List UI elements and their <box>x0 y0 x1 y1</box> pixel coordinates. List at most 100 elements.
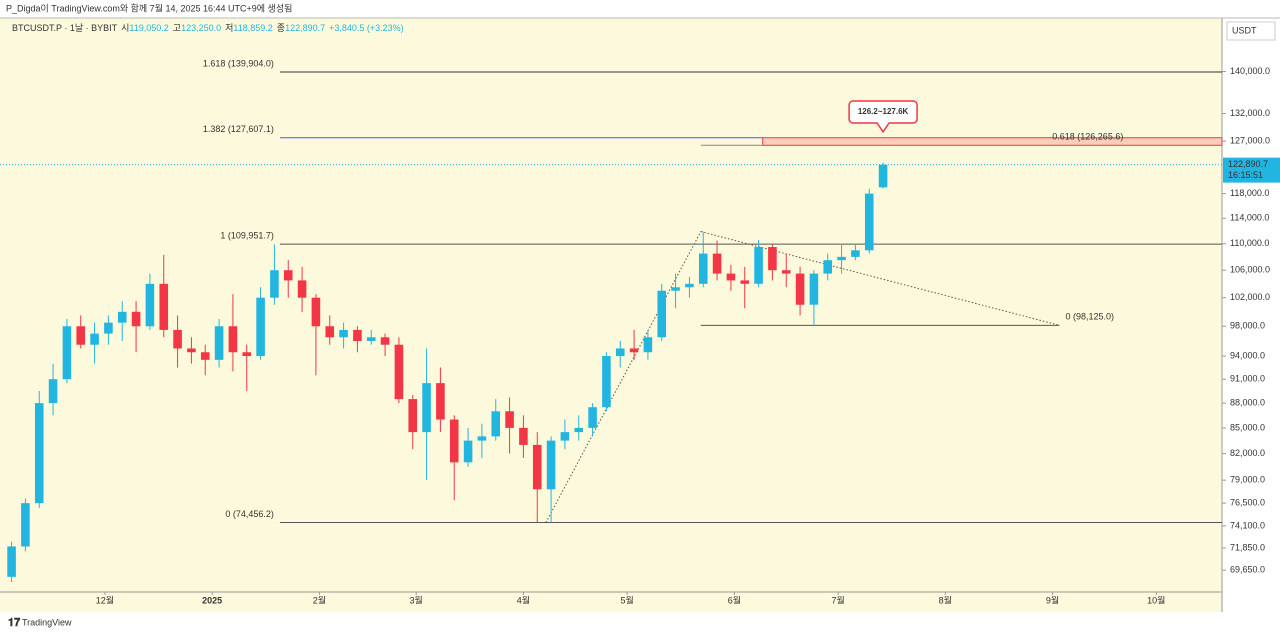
x-tick-label: 12월 <box>96 594 114 605</box>
fib-level-label: 1.618 (139,904.0) <box>203 58 274 68</box>
field-value: 123,250.0 <box>181 23 221 33</box>
top-bar-text: P_Digda이 TradingView.com와 함께 7월 14, 2025… <box>6 2 292 13</box>
y-tick-label: 106,000.0 <box>1230 265 1270 275</box>
candle-body <box>795 273 805 305</box>
candle-body <box>48 379 58 404</box>
y-tick-label: 140,000.0 <box>1230 66 1270 76</box>
field-label: 고 <box>173 23 181 33</box>
candle-body <box>809 273 819 305</box>
y-tick-label: 69,650.0 <box>1230 565 1265 575</box>
candle-body <box>698 253 708 284</box>
candle-body <box>740 280 750 284</box>
y-tick-label: 127,000.0 <box>1230 136 1270 146</box>
fib-level-label: 1 (109,951.7) <box>220 230 274 240</box>
candle-body <box>256 297 265 357</box>
candle-body <box>560 432 570 441</box>
candle-body <box>823 260 833 274</box>
candle-body <box>519 427 528 445</box>
candle-body <box>380 337 390 345</box>
last-price-timer: 16:15:51 <box>1228 170 1263 180</box>
candle-body <box>339 329 348 338</box>
candle-body <box>7 546 16 577</box>
candle-body <box>532 444 542 490</box>
y-tick-label: 118,000.0 <box>1230 188 1269 198</box>
y-tick-label: 71,850.0 <box>1230 542 1265 552</box>
candle-body <box>685 283 694 288</box>
candle-body <box>588 407 597 428</box>
trendline <box>545 231 702 523</box>
currency: USDT <box>1232 25 1257 35</box>
candle-body <box>394 344 404 400</box>
plot-background <box>0 18 1222 612</box>
y-tick-label: 76,500.0 <box>1230 498 1265 508</box>
candle-body <box>851 250 860 257</box>
candle-body <box>726 273 736 281</box>
currency-box[interactable] <box>1226 21 1276 41</box>
target-zone <box>762 137 1223 146</box>
candle-body <box>34 403 44 504</box>
x-tick-label: 2월 <box>313 594 326 605</box>
field-label: 시 <box>121 23 129 33</box>
y-tick-label: 91,000.0 <box>1230 374 1265 384</box>
y-tick-label: 132,000.0 <box>1230 108 1270 118</box>
candle-body <box>643 337 653 353</box>
x-tick-label: 3월 <box>410 594 423 605</box>
candle-body <box>615 348 625 357</box>
y-tick-label: 82,000.0 <box>1230 448 1265 458</box>
x-tick-label: 6월 <box>728 594 741 605</box>
field-label: 종 <box>277 23 285 33</box>
x-tick-label: 10월 <box>1147 594 1165 605</box>
field-label: 저 <box>225 23 233 33</box>
change: +3,840.5 (+3.23%) <box>329 23 404 33</box>
field-value: 119,050.2 <box>129 23 168 33</box>
candle-body <box>754 247 763 284</box>
callout-box <box>848 100 918 134</box>
y-tick-label: 79,000.0 <box>1230 475 1265 485</box>
candle-body <box>449 419 459 463</box>
candle-body <box>878 164 888 188</box>
x-tick-label: 2025 <box>202 595 222 605</box>
candle-body <box>353 329 362 341</box>
fib-level-label: 0.618 (126,265.6) <box>1052 132 1123 142</box>
candle-body <box>228 326 238 353</box>
candle-body <box>62 326 72 380</box>
fib-level-label: 1.382 (127,607.1) <box>203 124 274 134</box>
last-price-label: 122,890.7 <box>1228 159 1268 169</box>
candle-body <box>629 348 639 353</box>
candle-body <box>145 283 155 327</box>
candle-body <box>505 411 514 428</box>
candle-body <box>242 352 252 357</box>
fib-level-label: 0 (74,456.2) <box>225 509 274 519</box>
candle-body <box>297 280 307 298</box>
candle-body <box>366 337 376 341</box>
y-tick-label: 94,000.0 <box>1230 350 1265 360</box>
x-tick-label: 5월 <box>621 594 634 605</box>
last-price-tag <box>1223 157 1280 183</box>
candle-body <box>200 352 210 360</box>
candle-body <box>325 326 335 338</box>
candle-body <box>671 287 680 291</box>
symbol: BTCUSDT.P · 1날 · BYBIT <box>12 23 118 33</box>
field-value: 118,859.2 <box>233 23 272 33</box>
callout-text: 126.2~127.6K <box>858 107 909 116</box>
y-tick-label: 110,000.0 <box>1230 238 1269 248</box>
field-value: 122,890.7 <box>285 23 325 33</box>
candle-body <box>173 329 182 349</box>
legend-header: BTCUSDT.P · 1날 · BYBIT 시119,050.2 고123,250… <box>12 23 404 33</box>
footer <box>0 612 1280 635</box>
x-tick-label: 8월 <box>939 594 952 605</box>
candle-body <box>546 440 556 490</box>
candle-body <box>712 253 722 274</box>
y-tick-label: 102,000.0 <box>1230 292 1270 302</box>
y-tick-label: 98,000.0 <box>1230 321 1265 331</box>
candle-body <box>463 440 473 463</box>
fib-level-label: 0 (98,125.0) <box>1065 312 1114 322</box>
candle-body <box>781 270 791 274</box>
candle-body <box>104 322 113 334</box>
candle-body <box>214 326 224 360</box>
candle-body <box>131 311 141 327</box>
chart-layer: 140,000.0 132,000.0 127,000.0 118,000.0 114,… <box>0 58 1280 605</box>
price-axis-background <box>1222 18 1280 612</box>
